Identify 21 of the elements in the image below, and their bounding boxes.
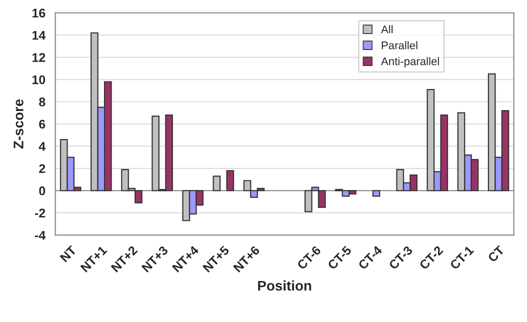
y-axis-title: Z-score	[14, 99, 24, 149]
bar	[372, 190, 380, 197]
x-tick-label: CT	[487, 245, 505, 263]
y-tick-label: 12	[32, 53, 46, 62]
y-tick-label: 4	[38, 142, 46, 151]
x-axis-title: Position	[258, 280, 312, 291]
y-tick-label: 10	[32, 75, 46, 84]
legend-label: Parallel	[382, 41, 418, 50]
x-tick-label: NT	[60, 245, 77, 262]
y-tick-label: 16	[32, 8, 46, 18]
bar	[226, 170, 234, 192]
y-tick-label: 0	[39, 186, 46, 196]
y-tick-label: 14	[32, 31, 46, 40]
y-tick-label: 8	[39, 98, 46, 106]
bar	[212, 176, 221, 192]
y-tick-label: 2	[39, 164, 46, 173]
legend-label: Anti-parallel	[380, 57, 439, 68]
legend-label: All	[380, 25, 393, 34]
y-tick-label: 6	[39, 120, 46, 129]
y-tick-label: -2	[34, 208, 46, 218]
y-tick-label: -4	[34, 230, 46, 240]
